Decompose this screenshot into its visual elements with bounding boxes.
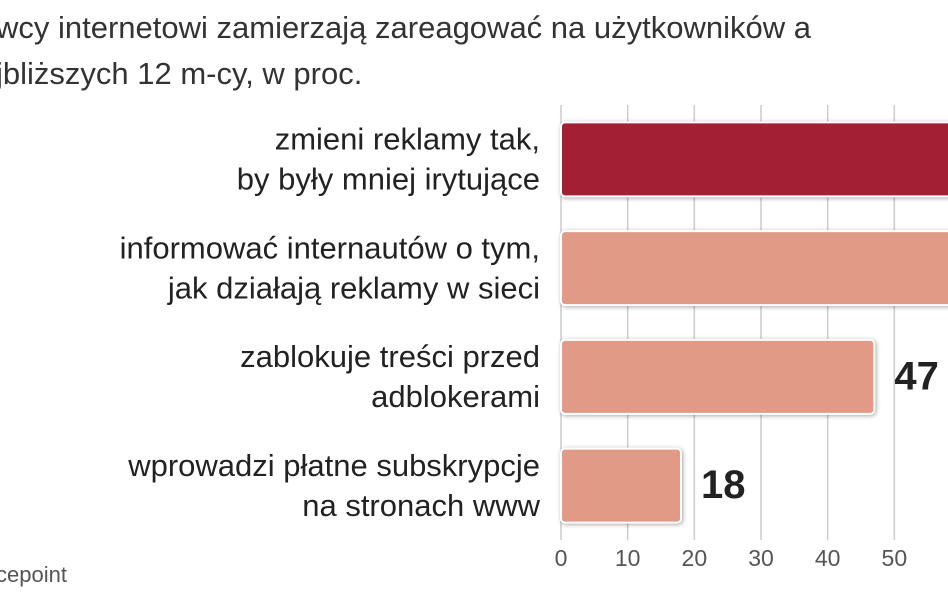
chart-title: jbliższych 12 m-cy, w proc. <box>0 56 362 91</box>
x-tick-label: 20 <box>682 545 708 571</box>
y-tick-label: jak działają reklamy w sieci <box>167 270 540 305</box>
x-tick-label: 0 <box>555 545 568 571</box>
bar <box>560 338 876 415</box>
y-tick-label: zablokuje treści przed <box>240 339 540 374</box>
y-tick-label: wprowadzi płatne subskrypcje <box>127 448 540 483</box>
y-tick-label: informować internautów o tym, <box>120 230 540 265</box>
y-tick-label: adblokerami <box>371 379 540 414</box>
x-tick-label: 50 <box>882 545 908 571</box>
y-tick-label: by były mniej irytujące <box>237 162 540 197</box>
bar <box>560 447 682 524</box>
bar <box>560 230 948 307</box>
chart-title: wcy internetowi zamierzają zareagować na… <box>0 10 812 45</box>
x-tick-label: 30 <box>748 545 774 571</box>
y-tick-label: na stronach www <box>302 488 540 523</box>
bar <box>560 121 948 198</box>
y-tick-label: zmieni reklamy tak, <box>275 122 540 157</box>
source: cepoint <box>0 562 67 587</box>
value-label: 47 <box>894 354 939 398</box>
value-label: 18 <box>701 463 746 507</box>
x-tick-label: 10 <box>615 545 641 571</box>
x-tick-label: 40 <box>815 545 841 571</box>
